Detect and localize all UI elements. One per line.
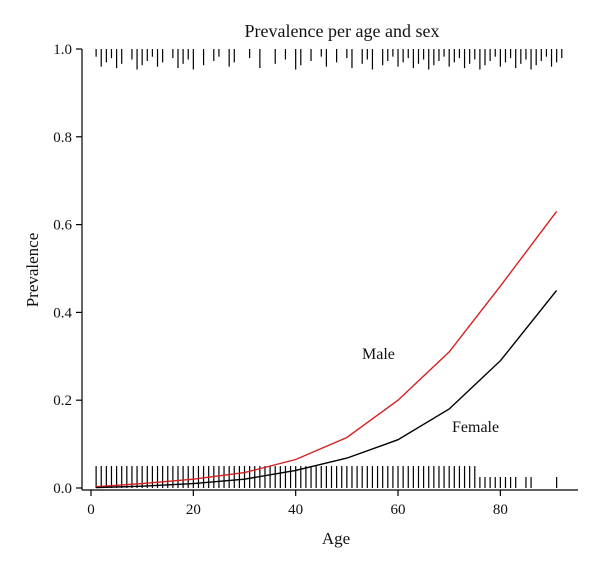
y-axis-label: Prevalence: [23, 233, 42, 308]
y-tick-label: 1.0: [53, 42, 72, 58]
series-label-female: Female: [452, 419, 499, 436]
y-tick-label: 0.0: [53, 481, 72, 497]
x-tick-label: 0: [87, 502, 95, 518]
chart-title: Prevalence per age and sex: [245, 21, 440, 41]
y-tick-label: 0.2: [53, 393, 72, 409]
y-tick-label: 0.8: [53, 130, 72, 146]
series-line-female: [96, 289, 558, 489]
x-axis-label: Age: [322, 529, 350, 548]
y-tick-label: 0.6: [53, 218, 72, 234]
series-line-male: [96, 210, 558, 488]
x-tick-label: 60: [391, 502, 406, 518]
x-axis-ticks: 0 20 40 60 80: [87, 490, 508, 518]
y-tick-label: 0.4: [53, 305, 72, 321]
series-layer: [96, 210, 558, 489]
x-tick-label: 80: [493, 502, 508, 518]
y-axis-ticks: 0.0 0.2 0.4 0.6 0.8 1.0: [53, 42, 82, 497]
rug-marks: [95, 49, 563, 488]
x-tick-label: 40: [288, 502, 303, 518]
x-tick-label: 20: [186, 502, 201, 518]
series-label-male: Male: [362, 346, 395, 363]
plot-frame: [81, 49, 578, 491]
